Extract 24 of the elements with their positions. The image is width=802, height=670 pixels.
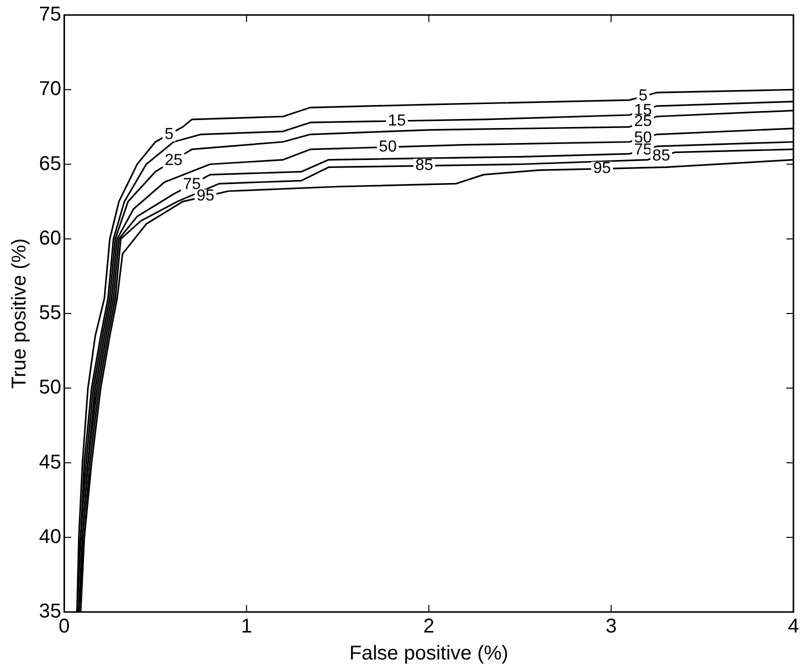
series-label: 95 bbox=[593, 160, 612, 178]
text: 85 bbox=[652, 147, 670, 164]
y-axis-title: True positive (%) bbox=[8, 238, 31, 389]
x-tick-label: 3 bbox=[606, 616, 617, 638]
series-label: 85 bbox=[415, 157, 434, 174]
x-axis-title: False positive (%) bbox=[349, 642, 508, 665]
series-label: 15 bbox=[388, 112, 406, 130]
y-tick-label: 40 bbox=[38, 526, 62, 548]
series-label: 25 bbox=[164, 152, 183, 169]
y-tick-label: 70 bbox=[38, 78, 62, 100]
series-label: 5 bbox=[164, 126, 174, 143]
y-tick-label: 45 bbox=[38, 451, 62, 474]
text: 95 bbox=[196, 188, 214, 205]
y-tick-label: 60 bbox=[38, 227, 62, 250]
text: 50 bbox=[378, 138, 397, 156]
y-tick-label: 50 bbox=[38, 376, 62, 399]
x-tick-label: 0 bbox=[58, 616, 70, 638]
x-tick-label: 1 bbox=[240, 616, 252, 638]
y-tick-label: 55 bbox=[38, 302, 62, 324]
y-tick-label: 75 bbox=[38, 4, 62, 26]
y-tick-label: 65 bbox=[38, 152, 62, 175]
text: 5 bbox=[638, 88, 648, 105]
x-tick-label: 2 bbox=[423, 616, 434, 638]
x-tick-label: 4 bbox=[788, 616, 799, 638]
